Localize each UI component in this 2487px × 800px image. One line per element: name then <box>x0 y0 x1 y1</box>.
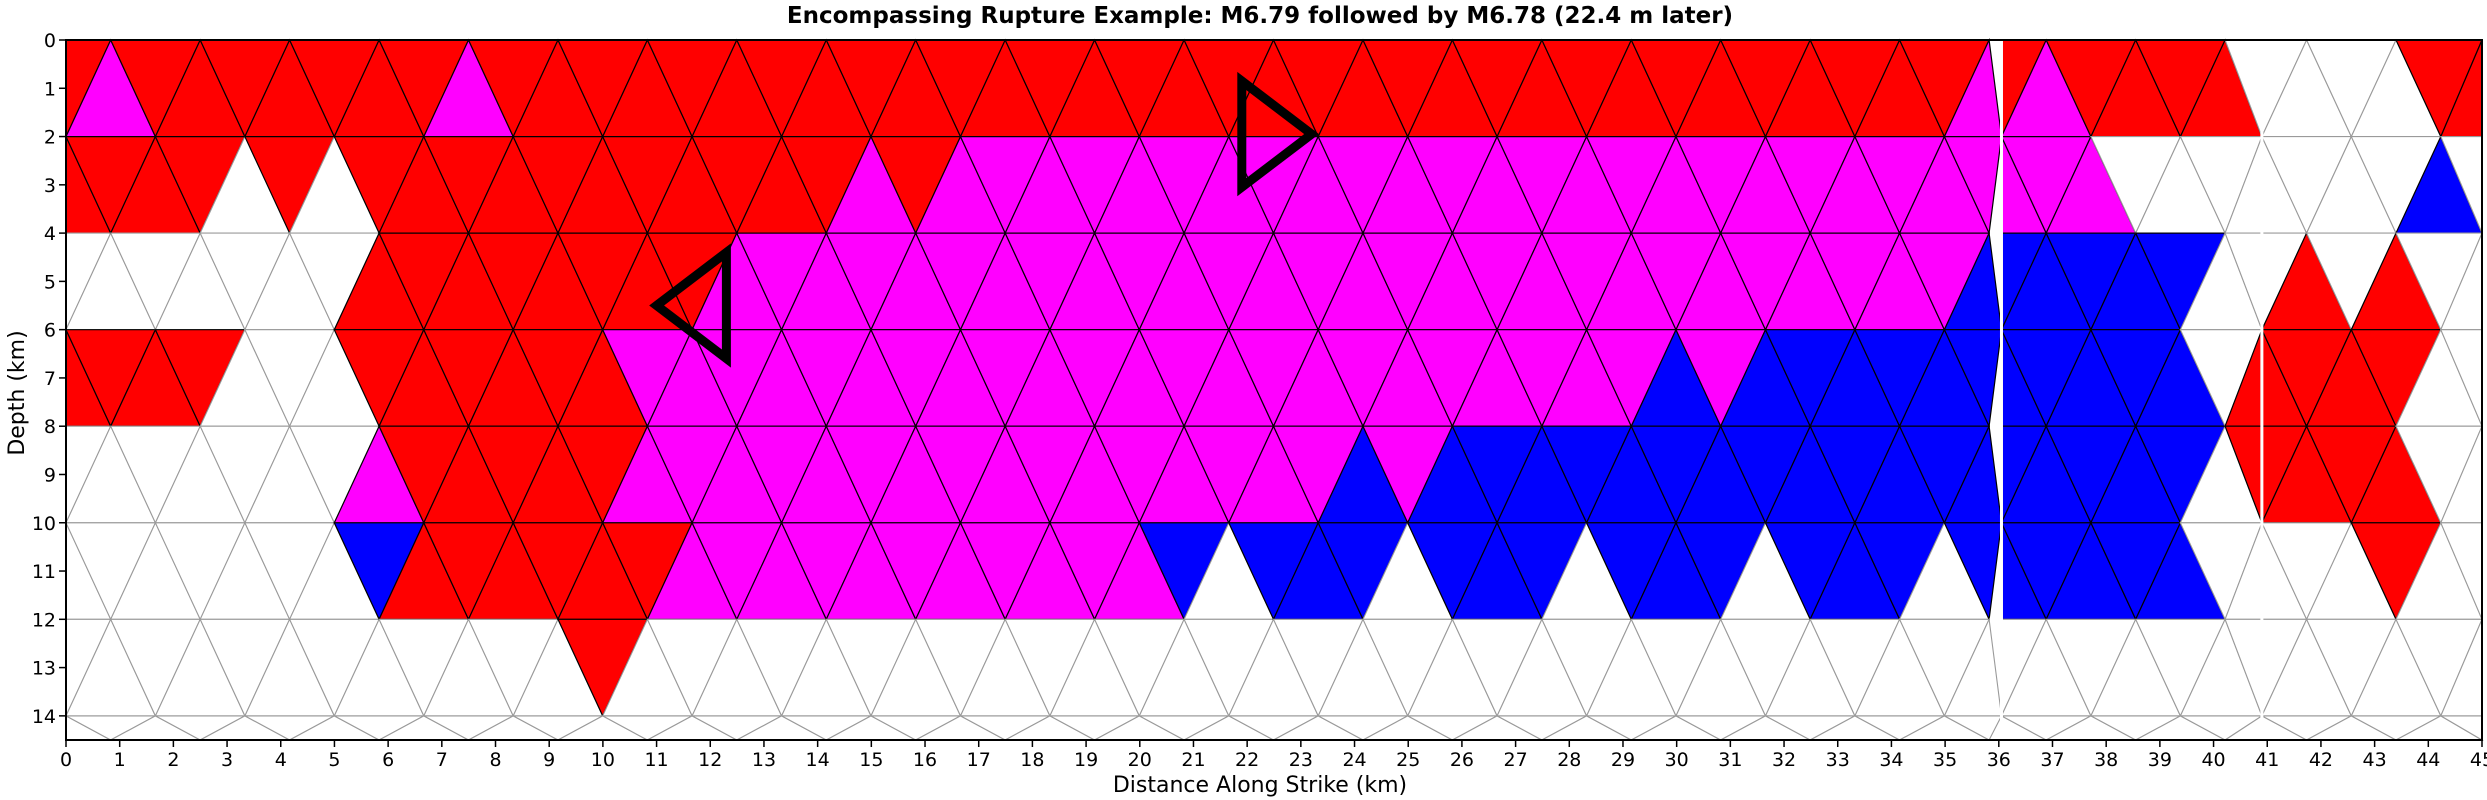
x-tick-label: 42 <box>2309 749 2333 771</box>
mesh-triangle <box>1943 329 2003 429</box>
x-tick-label: 6 <box>382 749 394 771</box>
x-tick-label: 16 <box>913 749 937 771</box>
x-tick-label: 24 <box>1342 749 1366 771</box>
x-tick-label: 19 <box>1074 749 1098 771</box>
y-tick-label: 5 <box>44 271 56 293</box>
hypocenter-triangle <box>1237 71 1320 197</box>
y-tick-label: 4 <box>44 223 56 245</box>
x-tick-label: 18 <box>1020 749 1044 771</box>
x-tick-label: 11 <box>644 749 668 771</box>
x-tick-label: 44 <box>2416 749 2440 771</box>
y-axis-label: Depth (km) <box>5 330 30 455</box>
x-tick-label: 45 <box>2470 749 2487 771</box>
x-tick-label: 12 <box>698 749 722 771</box>
hypocenter-triangle <box>649 243 731 368</box>
x-tick-label: 29 <box>1611 749 1635 771</box>
x-tick-label: 39 <box>2148 749 2172 771</box>
y-tick-label: 9 <box>44 464 56 486</box>
y-tick-label: 0 <box>44 30 56 52</box>
x-tick-label: 35 <box>1933 749 1957 771</box>
x-tick-label: 31 <box>1718 749 1742 771</box>
x-tick-label: 40 <box>2201 749 2225 771</box>
x-axis-label: Distance Along Strike (km) <box>1113 773 1407 798</box>
x-tick-label: 30 <box>1665 749 1689 771</box>
x-tick-label: 32 <box>1772 749 1796 771</box>
x-tick-label: 22 <box>1235 749 1259 771</box>
x-tick-label: 0 <box>60 749 72 771</box>
x-tick-label: 7 <box>436 749 448 771</box>
mesh-triangle <box>1944 715 2003 741</box>
x-tick-label: 21 <box>1181 749 1205 771</box>
x-tick-label: 33 <box>1826 749 1850 771</box>
x-tick-label: 23 <box>1289 749 1313 771</box>
x-tick-label: 41 <box>2255 749 2279 771</box>
hypocenter-markers <box>649 71 1320 368</box>
x-tick-label: 5 <box>328 749 340 771</box>
x-tick-label: 3 <box>221 749 233 771</box>
mesh-triangle <box>1943 136 2003 236</box>
x-tick-label: 2 <box>167 749 179 771</box>
x-tick-label: 34 <box>1879 749 1903 771</box>
y-tick-label: 7 <box>44 368 56 390</box>
x-tick-label: 26 <box>1450 749 1474 771</box>
x-tick-label: 8 <box>489 749 501 771</box>
x-tick-label: 37 <box>2040 749 2064 771</box>
x-tick-label: 38 <box>2094 749 2118 771</box>
y-tick-label: 14 <box>32 706 56 728</box>
y-tick-label: 2 <box>44 127 56 149</box>
y-tick-label: 3 <box>44 175 56 197</box>
y-tick-label: 12 <box>32 609 56 631</box>
x-tick-label: 17 <box>967 749 991 771</box>
mesh-triangle <box>1943 522 2003 622</box>
x-tick-label: 14 <box>806 749 830 771</box>
x-tick-label: 27 <box>1504 749 1528 771</box>
y-tick-label: 11 <box>32 561 56 583</box>
x-tick-label: 20 <box>1128 749 1152 771</box>
x-tick-label: 36 <box>1987 749 2011 771</box>
y-tick-label: 10 <box>32 513 56 535</box>
x-tick-label: 25 <box>1396 749 1420 771</box>
chart-title: Encompassing Rupture Example: M6.79 foll… <box>787 3 1733 29</box>
x-tick-label: 4 <box>275 749 287 771</box>
x-tick-label: 43 <box>2363 749 2387 771</box>
plot-frame <box>65 39 2483 741</box>
y-tick-label: 1 <box>44 78 56 100</box>
y-tick-label: 13 <box>32 658 56 680</box>
y-tick-label: 8 <box>44 416 56 438</box>
x-tick-label: 28 <box>1557 749 1581 771</box>
x-tick-label: 13 <box>752 749 776 771</box>
x-tick-label: 9 <box>543 749 555 771</box>
y-tick-label: 6 <box>44 320 56 342</box>
x-tick-label: 15 <box>859 749 883 771</box>
x-axis: 0 1 2 3 4 5 6 7 8 9 10 11 12 13 14 15 16 17 18 19 20 21 22 23 24… <box>60 740 2487 771</box>
x-tick-label: 1 <box>114 749 126 771</box>
x-tick-label: 10 <box>591 749 615 771</box>
triangle-mesh <box>65 37 2485 741</box>
